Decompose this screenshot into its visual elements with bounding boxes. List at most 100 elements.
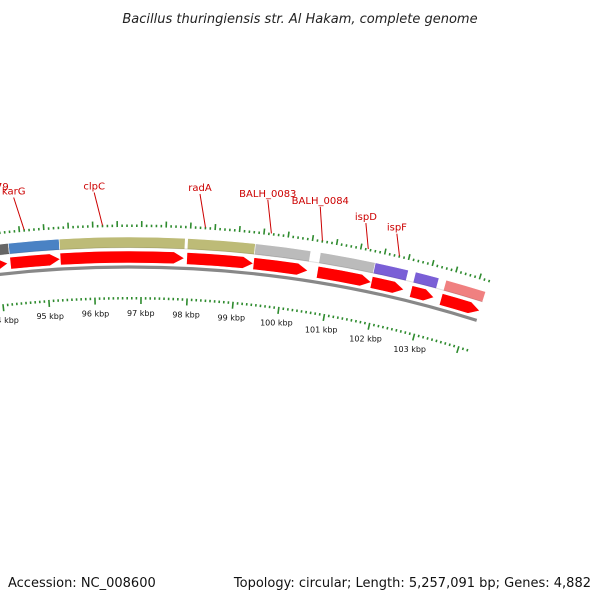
outer-major-tick xyxy=(287,231,290,238)
outer-minor-tick xyxy=(464,272,467,276)
cds-arrow xyxy=(9,253,61,270)
inner-major-tick xyxy=(2,304,5,312)
kbp-tick-label: 103 kbp xyxy=(393,345,426,354)
inner-minor-tick xyxy=(426,337,429,340)
feature-block xyxy=(372,262,409,282)
outer-minor-tick xyxy=(426,262,429,265)
outer-minor-tick xyxy=(487,279,491,283)
gene-leader-line xyxy=(199,193,206,228)
gene-label: BALH_0079 xyxy=(0,182,9,193)
gene-leader-line xyxy=(365,222,369,250)
map-title: Bacillus thuringiensis str. Al Hakam, co… xyxy=(122,12,477,27)
outer-minor-tick xyxy=(445,267,448,270)
kbp-tick-label: 94 kbp xyxy=(0,316,19,325)
inner-major-tick xyxy=(231,301,234,309)
outer-tick-track xyxy=(0,221,491,283)
inner-tick-track xyxy=(2,297,469,354)
gene-label: radA xyxy=(188,183,212,194)
gene-label: BALH_0084 xyxy=(292,196,349,207)
feature-block xyxy=(186,238,256,255)
kbp-tick-label: 101 kbp xyxy=(305,326,338,335)
inner-minor-tick xyxy=(404,331,407,334)
gene-label-leaders xyxy=(13,192,400,256)
feature-block xyxy=(7,238,61,255)
inner-minor-tick xyxy=(359,320,362,324)
feature-block xyxy=(412,271,440,290)
inner-minor-tick xyxy=(417,334,420,338)
inner-minor-tick xyxy=(408,332,411,336)
inner-minor-tick xyxy=(439,340,442,344)
gene-leader-line xyxy=(267,199,272,234)
outer-minor-tick xyxy=(388,252,391,256)
outer-major-tick xyxy=(238,225,241,233)
cds-arrow xyxy=(59,250,185,266)
outer-major-tick xyxy=(478,273,482,280)
feature-block xyxy=(58,236,186,251)
outer-major-tick xyxy=(383,248,387,255)
inner-minor-tick xyxy=(430,338,434,342)
outer-minor-tick xyxy=(469,273,472,277)
inner-major-tick xyxy=(456,346,460,354)
cds-arrow xyxy=(252,257,309,276)
inner-minor-tick xyxy=(395,328,398,332)
gene-label: karG xyxy=(2,187,26,198)
inner-minor-tick xyxy=(461,347,465,351)
inner-minor-tick xyxy=(363,321,366,325)
outer-major-tick xyxy=(359,243,363,250)
outer-minor-tick xyxy=(483,278,486,281)
gene-leader-line xyxy=(319,206,323,241)
outer-major-tick xyxy=(263,228,266,235)
accession-text: Accession: NC_008600 xyxy=(8,576,156,591)
inner-minor-tick xyxy=(372,323,375,327)
outer-major-tick xyxy=(407,253,411,261)
outer-minor-tick xyxy=(379,250,382,254)
kbp-tick-label: 97 kbp xyxy=(127,309,155,318)
inner-minor-tick xyxy=(422,335,425,339)
inner-major-tick xyxy=(411,333,416,341)
inner-minor-tick xyxy=(466,348,469,352)
outer-major-tick xyxy=(431,259,435,267)
gene-leader-line xyxy=(13,197,25,230)
gene-labels: BALH_r5S04ctsRBALH_0079karGclpCradABALH_… xyxy=(0,182,407,234)
feature-block xyxy=(0,242,10,256)
outer-minor-tick xyxy=(369,248,372,252)
outer-minor-tick xyxy=(450,268,453,272)
genome-summary-text: Topology: circular; Length: 5,257,091 bp… xyxy=(233,576,591,591)
gene-leader-line xyxy=(93,192,103,226)
gene-label: ispD xyxy=(355,212,377,223)
gene-leader-line xyxy=(396,233,400,256)
gene-label: ispF xyxy=(387,223,407,234)
outer-minor-tick xyxy=(422,260,425,264)
kbp-tick-label: 100 kbp xyxy=(260,319,293,328)
outer-minor-tick xyxy=(436,264,439,268)
inner-minor-tick xyxy=(444,342,447,345)
feature-track xyxy=(0,236,487,303)
inner-minor-tick xyxy=(381,325,384,329)
kbp-tick-label: 95 kbp xyxy=(36,312,64,321)
genome-backbone xyxy=(0,265,478,322)
outer-minor-tick xyxy=(393,254,396,257)
inner-minor-tick xyxy=(354,319,357,323)
kbp-tick-label: 96 kbp xyxy=(82,310,110,319)
cds-arrow xyxy=(186,252,254,269)
cds-arrow-track xyxy=(0,250,481,314)
inner-major-tick xyxy=(367,322,371,330)
outer-major-tick xyxy=(18,226,21,233)
gene-label: BALH_0083 xyxy=(239,189,296,200)
feature-block xyxy=(442,279,487,303)
cds-arrow xyxy=(315,265,372,287)
gene-label: clpC xyxy=(83,182,105,193)
outer-minor-tick xyxy=(417,259,420,263)
inner-major-tick xyxy=(277,306,280,314)
inner-major-tick xyxy=(322,313,326,321)
cds-arrow xyxy=(438,293,481,314)
outer-minor-tick xyxy=(473,275,477,279)
kbp-tick-label: 99 kbp xyxy=(218,314,246,323)
inner-minor-tick xyxy=(399,330,402,333)
inner-minor-tick xyxy=(435,339,438,343)
outer-minor-tick xyxy=(440,265,444,269)
inner-major-tick xyxy=(48,299,51,307)
inner-minor-tick xyxy=(390,327,393,331)
